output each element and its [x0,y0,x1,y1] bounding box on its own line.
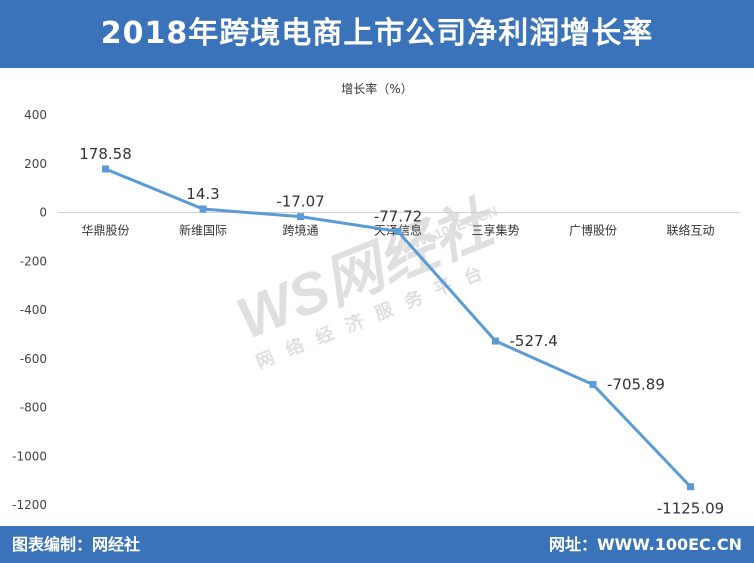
data-label: -705.89 [607,376,665,394]
data-label: 14.3 [186,185,219,203]
chart-area [0,68,754,526]
y-tick-label: -1000 [12,449,47,463]
y-axis-label: 增长率（%） [341,82,413,96]
y-tick-label: 0 [39,206,47,220]
x-tick-label: 华鼎股份 [81,224,129,238]
data-point [492,337,499,345]
y-tick-label: -800 [20,401,47,415]
y-tick-label: -400 [20,303,47,317]
chart-title: 2018年跨境电商上市公司净利润增长率 [100,16,654,51]
data-point [687,483,694,491]
data-point [102,165,109,173]
footer-credit: 图表编制：网经社 [12,535,141,554]
y-tick-label: -600 [20,352,47,366]
x-tick-label: 跨境通 [282,223,318,238]
data-point [199,205,207,213]
title-bar [0,0,754,68]
x-tick-label: 联络互动 [666,223,714,238]
data-label: -1125.09 [657,500,724,518]
data-point [589,381,597,389]
data-point [394,227,402,235]
x-tick-label: 广博股份 [569,223,617,238]
y-tick-label: -1200 [12,498,47,512]
y-tick-label: 200 [24,157,47,171]
data-label: -77.72 [374,207,422,225]
data-point [297,213,304,221]
y-tick-label: -200 [20,254,47,268]
data-label: 178.58 [79,145,132,163]
data-label: -527.4 [510,332,558,350]
footer-bar [0,526,754,563]
data-label: -17.07 [276,193,324,211]
footer-website: 网址：WWW.100EC.CN [548,535,742,554]
x-tick-label: 三享集势 [471,223,519,238]
x-tick-label: 新维国际 [179,223,227,238]
y-tick-label: 400 [24,108,47,122]
